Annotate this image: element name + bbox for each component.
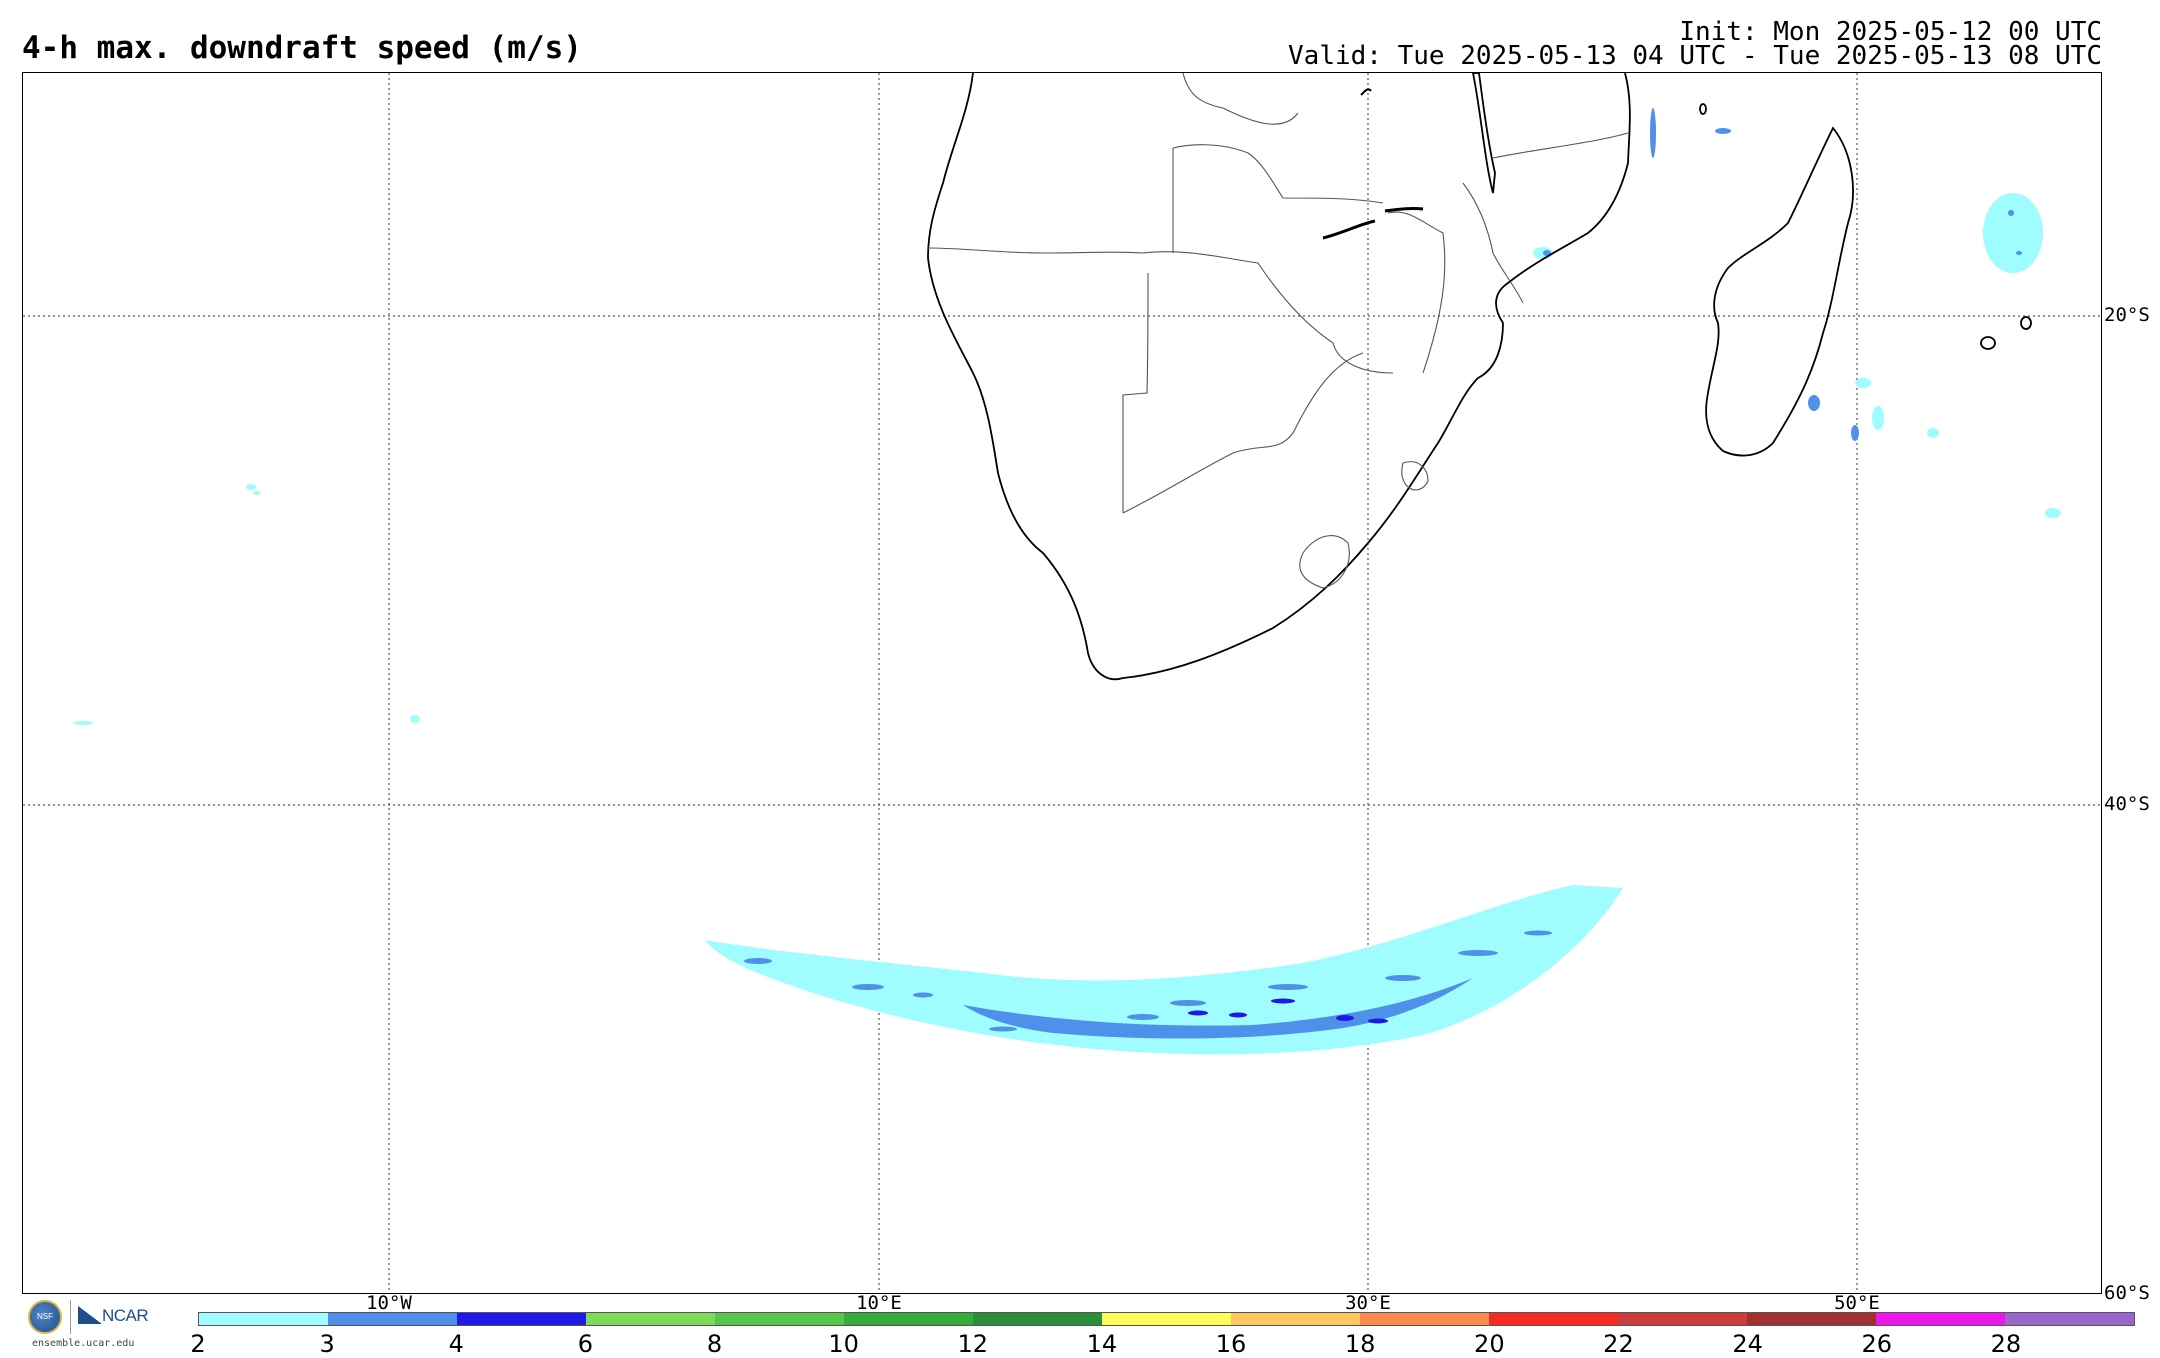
colorbar-tick-label: 24 xyxy=(1732,1330,1763,1358)
colorbar-swatch xyxy=(1618,1313,1747,1325)
country-borders xyxy=(927,73,1629,589)
map-canvas xyxy=(23,73,2101,1293)
colorbar-tick-label: 12 xyxy=(957,1330,989,1358)
border-zimbabwe-mozambique xyxy=(1387,211,1446,374)
colorbar-swatch xyxy=(1102,1313,1231,1325)
lon-label-30e: 30°E xyxy=(1345,1292,1391,1314)
colorbar-swatch xyxy=(1489,1313,1618,1325)
lat-label-40s: 40°S xyxy=(2104,793,2150,815)
border-mozambique-malawi xyxy=(1462,182,1524,304)
border-zambia xyxy=(1172,144,1384,204)
downdraft-streaks-4ms xyxy=(1188,998,1388,1024)
colorbar-swatch xyxy=(457,1313,586,1325)
colorbar-tick-label: 14 xyxy=(1086,1330,1118,1358)
colorbar-swatch xyxy=(973,1313,1102,1325)
lon-label-50e: 50°E xyxy=(1834,1292,1880,1314)
colorbar-tick-label: 6 xyxy=(577,1330,594,1358)
colorbar-tick-label: 10 xyxy=(828,1330,859,1358)
lake-malawi xyxy=(1472,73,1496,194)
colorbar-swatch xyxy=(1876,1313,2005,1325)
ncar-logo-text: NCAR xyxy=(102,1306,149,1325)
colorbar-tick-label: 26 xyxy=(1861,1330,1892,1358)
lake-tanganyika-tip xyxy=(1360,88,1372,96)
mauritius-island xyxy=(2020,316,2032,330)
lat-label-20s: 20°S xyxy=(2104,304,2150,326)
map-panel xyxy=(22,72,2102,1294)
colorbar-tick-label: 4 xyxy=(448,1330,464,1358)
downdraft-streaks xyxy=(744,930,1552,1032)
comoros-island xyxy=(1699,103,1707,115)
border-botswana-zimbabwe xyxy=(1142,251,1394,374)
border-south-africa-north xyxy=(1122,352,1364,514)
madagascar-coastline xyxy=(1705,126,1854,457)
colorbar-tick-label: 3 xyxy=(319,1330,335,1358)
colorbar-swatch xyxy=(199,1313,328,1325)
colorbar-tick-label: 22 xyxy=(1603,1330,1634,1358)
colorbar xyxy=(198,1312,2135,1326)
colorbar-swatch xyxy=(715,1313,844,1325)
logo-block: NSF NCAR ensemble.ucar.edu xyxy=(22,1298,162,1354)
coastlines xyxy=(927,73,2032,681)
border-lesotho xyxy=(1299,535,1350,589)
colorbar-swatch xyxy=(1231,1313,1360,1325)
ncar-logo-icon xyxy=(78,1306,102,1324)
downdraft-speckles-north xyxy=(73,193,2061,725)
africa-coastline xyxy=(927,73,1631,681)
colorbar-swatch xyxy=(586,1313,715,1325)
colorbar-tick-label: 2 xyxy=(190,1330,206,1358)
colorbar-tick-label: 16 xyxy=(1215,1330,1247,1358)
logo-divider xyxy=(70,1300,71,1334)
downdraft-field xyxy=(73,108,2061,1055)
lat-label-60s: 60°S xyxy=(2104,1282,2150,1304)
border-drc-zambia xyxy=(1182,73,1299,125)
run-info: Init: Mon 2025-05-12 00 UTC Valid: Tue 2… xyxy=(1288,17,2102,71)
colorbar-tick-label: 20 xyxy=(1474,1330,1505,1358)
colorbar-swatch xyxy=(844,1313,973,1325)
init-time: Init: Mon 2025-05-12 00 UTC xyxy=(1679,17,2102,47)
colorbar-tick-label: 18 xyxy=(1344,1330,1376,1358)
lon-label-10w: 10°W xyxy=(366,1292,412,1314)
colorbar-tick-label: 8 xyxy=(706,1330,723,1358)
colorbar-swatch xyxy=(2005,1313,2134,1325)
nsf-logo-icon: NSF xyxy=(28,1300,62,1334)
lon-label-10e: 10°E xyxy=(856,1292,902,1314)
border-tanzania-mozambique xyxy=(1492,132,1629,159)
colorbar-swatch xyxy=(1360,1313,1489,1325)
border-eswatini xyxy=(1401,461,1429,491)
lake-kariba xyxy=(1322,219,1376,240)
ensemble-url: ensemble.ucar.edu xyxy=(32,1338,135,1349)
graticule xyxy=(23,73,2101,1293)
map-title: 4-h max. downdraft speed (m/s) xyxy=(22,30,582,66)
downdraft-band-3ms xyxy=(963,978,1473,1039)
reunion-island xyxy=(1980,336,1996,350)
colorbar-swatch xyxy=(1747,1313,1876,1325)
border-namibia-botswana xyxy=(1122,272,1149,513)
colorbar-swatch xyxy=(328,1313,457,1325)
valid-time: Valid: Tue 2025-05-13 04 UTC - Tue 2025-… xyxy=(1288,41,2102,71)
colorbar-tick-label: 28 xyxy=(1990,1330,2022,1358)
border-angola-namibia xyxy=(927,247,1144,254)
downdraft-speckles-north-3ms xyxy=(1543,108,2022,441)
cahora-bassa xyxy=(1384,207,1424,213)
